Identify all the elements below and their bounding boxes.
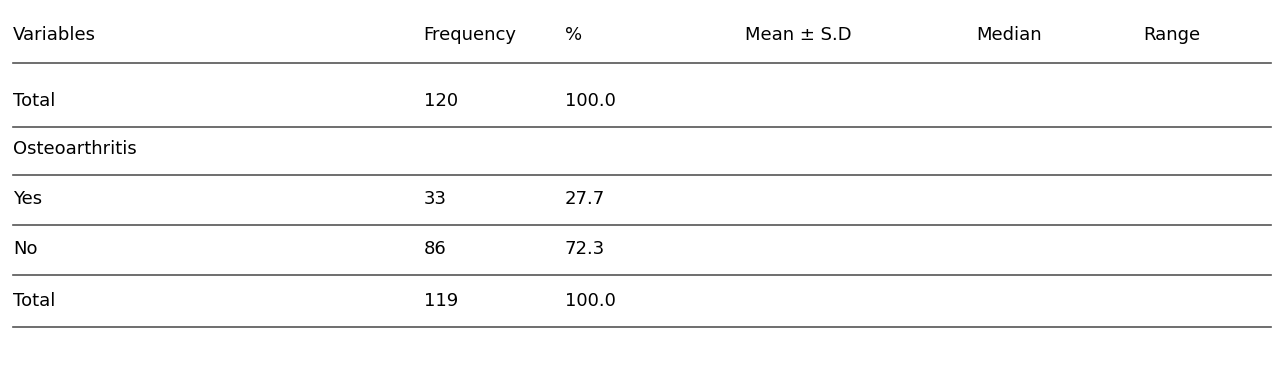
Text: 33: 33 bbox=[424, 190, 447, 208]
Text: No: No bbox=[13, 240, 37, 258]
Text: Total: Total bbox=[13, 292, 55, 310]
Text: Total: Total bbox=[13, 93, 55, 110]
Text: 100.0: 100.0 bbox=[565, 292, 616, 310]
Text: Variables: Variables bbox=[13, 26, 96, 44]
Text: Yes: Yes bbox=[13, 190, 42, 208]
Text: 119: 119 bbox=[424, 292, 458, 310]
Text: Range: Range bbox=[1143, 26, 1199, 44]
Text: Osteoarthritis: Osteoarthritis bbox=[13, 141, 136, 158]
Text: Mean ± S.D: Mean ± S.D bbox=[745, 26, 851, 44]
Text: 120: 120 bbox=[424, 93, 458, 110]
Text: Median: Median bbox=[976, 26, 1041, 44]
Text: 100.0: 100.0 bbox=[565, 93, 616, 110]
Text: 72.3: 72.3 bbox=[565, 240, 605, 258]
Text: %: % bbox=[565, 26, 582, 44]
Text: 86: 86 bbox=[424, 240, 447, 258]
Text: 27.7: 27.7 bbox=[565, 190, 605, 208]
Text: Frequency: Frequency bbox=[424, 26, 516, 44]
